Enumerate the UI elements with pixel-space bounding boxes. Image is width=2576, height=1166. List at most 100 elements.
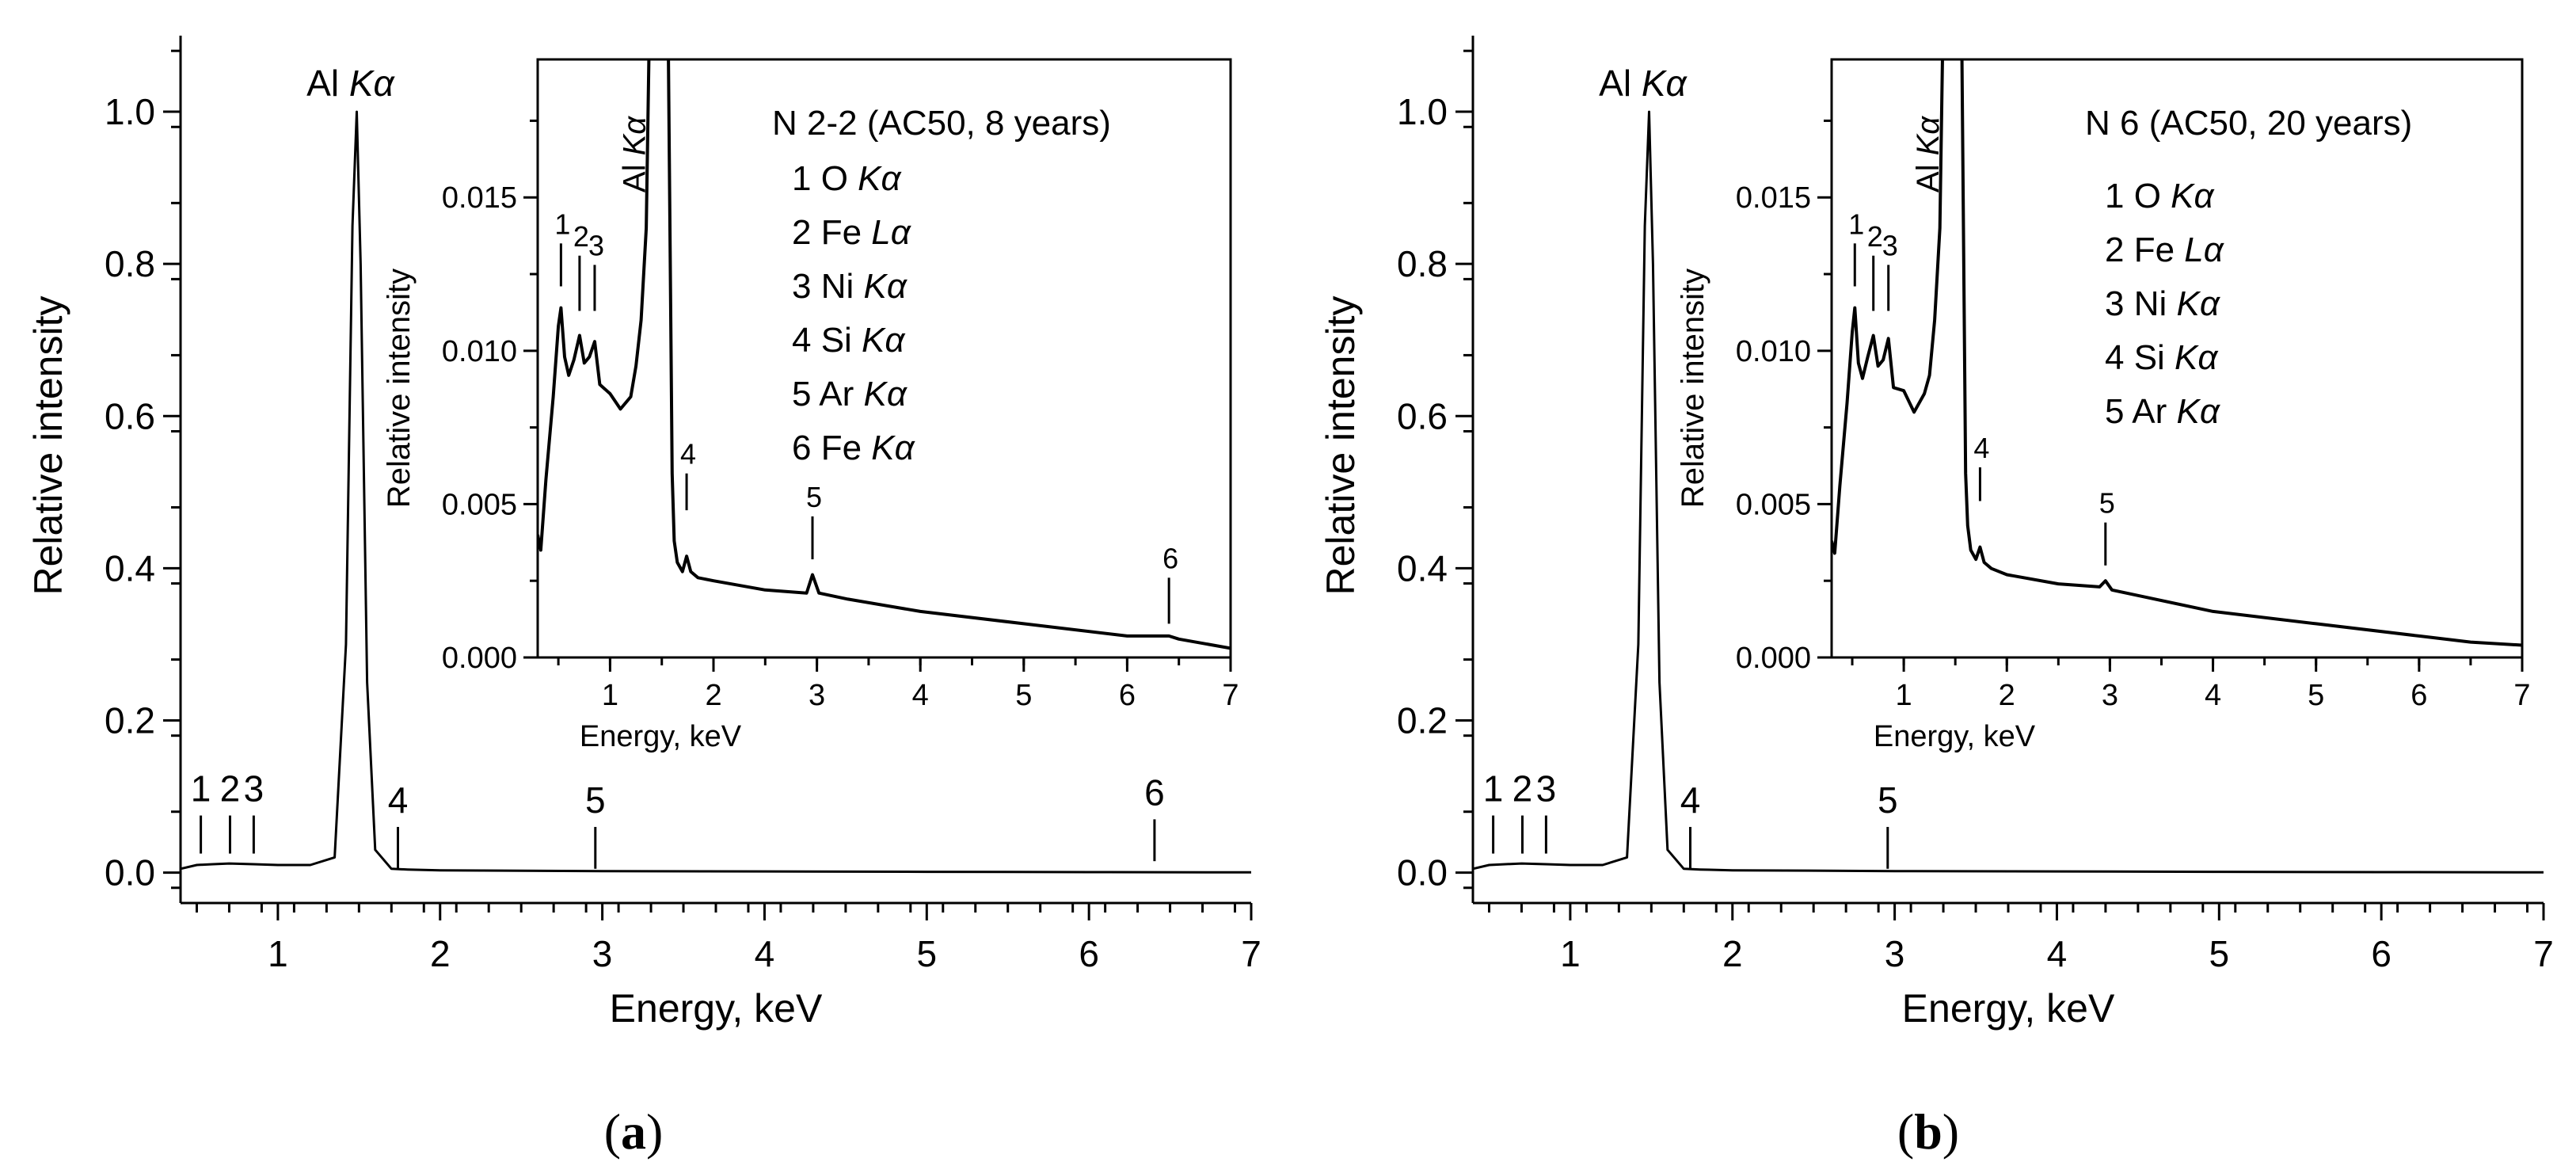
inset-marker-label-4: 4	[680, 438, 696, 471]
legend-entry-1: 1 O Kα	[792, 159, 903, 198]
legend-entry-5: 5 Ar Kα	[792, 375, 908, 413]
marker-label-5: 5	[585, 779, 606, 821]
inset-marker-label-1: 1	[1848, 208, 1864, 240]
inset-peak-label: Al Kα	[618, 116, 653, 192]
y-tick-label: 0.4	[105, 547, 155, 589]
marker-label-1: 1	[191, 768, 211, 810]
legend-entry-4: 4 Si Kα	[792, 321, 906, 360]
inset-marker-label-5: 5	[806, 481, 822, 513]
legend-entry-6: 6 Fe Kα	[792, 429, 916, 467]
inset-x-tick-label: 4	[912, 679, 929, 712]
legend-entry-3-line: Kα	[863, 267, 907, 306]
inset-y-tick-label: 0.000	[442, 642, 517, 675]
legend-entry-1-text: 1 O	[792, 159, 858, 198]
inset-y-tick-label: 0.005	[1736, 488, 1811, 521]
y-tick-label: 0.2	[1397, 699, 1448, 741]
legend-entry-3-text: 3 Ni	[792, 267, 863, 306]
main-spectrum-line	[1472, 110, 2544, 874]
inset-marker-label-5: 5	[2099, 487, 2115, 520]
legend-entry-2: 2 Fe Lα	[2105, 231, 2225, 269]
panel-label-open: (	[1897, 1103, 1914, 1160]
marker-label-4: 4	[388, 779, 409, 821]
panel-label: (a)	[604, 1103, 664, 1160]
y-tick-label: 1.0	[105, 91, 155, 132]
legend-entry-2-line: Lα	[871, 213, 911, 252]
legend-entry-1: 1 O Kα	[2105, 177, 2216, 215]
inset-marker-label-4: 4	[1973, 432, 1989, 464]
y-tick-label: 0.6	[105, 395, 155, 436]
inset-marker-label-3: 3	[1882, 229, 1898, 261]
legend-entry-1-line: Kα	[2171, 177, 2215, 215]
inset-x-axis-title: Energy, keV	[580, 720, 742, 753]
inset-sample-title: N 2-2 (AC50, 8 years)	[772, 104, 1111, 143]
x-tick-label: 7	[2533, 933, 2554, 974]
marker-label-6: 6	[1144, 772, 1165, 813]
y-axis-title: Relative intensity	[26, 296, 70, 596]
inset-marker-label-3: 3	[588, 229, 604, 261]
inset-x-tick-label: 5	[1015, 679, 1032, 712]
legend-entry-4-text: 4 Si	[792, 321, 862, 360]
y-tick-label: 0.0	[105, 852, 155, 894]
legend-entry-1-text: 1 O	[2105, 177, 2171, 215]
main-peak-label-text: Al	[1599, 63, 1642, 104]
inset-frame	[1830, 58, 2524, 659]
y-tick-label: 0.0	[1397, 852, 1448, 894]
panel-label-letter: a	[621, 1103, 646, 1160]
inset-y-tick-label: 0.015	[442, 181, 517, 215]
inset-x-tick-label: 1	[602, 679, 618, 712]
y-tick-label: 0.4	[1397, 547, 1448, 589]
main-peak-label-line: Kα	[349, 63, 396, 104]
x-tick-label: 4	[755, 933, 775, 974]
inset-marker-label-1: 1	[554, 208, 570, 240]
y-tick-label: 0.8	[105, 243, 155, 284]
main-peak-label: Al Kα	[306, 63, 395, 104]
inset-y-tick-label: 0.000	[1736, 642, 1811, 675]
x-tick-label: 2	[430, 933, 451, 974]
inset-x-tick-label: 4	[2205, 679, 2221, 712]
inset-frame	[536, 58, 1232, 659]
legend-entry-2-line: Lα	[2184, 231, 2224, 269]
inset-marker-label-6: 6	[1162, 542, 1178, 574]
inset-y-tick-label: 0.010	[442, 335, 517, 368]
legend-entry-5-text: 5 Ar	[2105, 392, 2177, 431]
marker-label-1: 1	[1483, 768, 1504, 810]
inset-x-tick-label: 6	[1119, 679, 1136, 712]
legend-entry-6-text: 6 Fe	[792, 429, 871, 467]
legend-entry-4: 4 Si Kα	[2105, 338, 2219, 377]
legend-entry-3-text: 3 Ni	[2105, 284, 2176, 323]
y-tick-label: 0.2	[105, 699, 155, 741]
x-tick-label: 7	[1241, 933, 1261, 974]
x-tick-label: 5	[2209, 933, 2230, 974]
x-tick-label: 2	[1722, 933, 1743, 974]
inset-x-tick-label: 3	[2102, 679, 2118, 712]
marker-label-4: 4	[1680, 779, 1701, 821]
legend-entry-2: 2 Fe Lα	[792, 213, 912, 252]
inset-marker-label-2: 2	[573, 220, 589, 253]
inset-peak-label-text: Al	[1911, 155, 1946, 192]
marker-label-2: 2	[220, 768, 241, 810]
legend-entry-5-text: 5 Ar	[792, 375, 864, 413]
inset-x-tick-label: 7	[1222, 679, 1239, 712]
legend-entry-2-text: 2 Fe	[792, 213, 871, 252]
inset-y-tick-label: 0.005	[442, 488, 517, 521]
inset-x-tick-label: 5	[2308, 679, 2324, 712]
panel-label-close: )	[646, 1103, 663, 1160]
marker-label-3: 3	[1536, 768, 1557, 810]
inset-peak-label-text: Al	[618, 155, 653, 192]
inset-sample-title: N 6 (AC50, 20 years)	[2085, 104, 2412, 143]
panel-label-close: )	[1942, 1103, 1959, 1160]
legend-entry-5: 5 Ar Kα	[2105, 392, 2221, 431]
inset-peak-label-line: Kα	[618, 116, 653, 156]
x-tick-label: 1	[1560, 933, 1581, 974]
legend-entry-4-line: Kα	[2175, 338, 2219, 377]
inset-y-tick-label: 0.015	[1736, 181, 1811, 215]
y-tick-label: 1.0	[1397, 91, 1448, 132]
inset-y-axis-title: Relative intensity	[1676, 269, 1710, 508]
marker-label-3: 3	[244, 768, 264, 810]
legend-entry-4-line: Kα	[862, 321, 906, 360]
x-tick-label: 6	[2371, 933, 2391, 974]
legend-entry-5-line: Kα	[2177, 392, 2221, 431]
